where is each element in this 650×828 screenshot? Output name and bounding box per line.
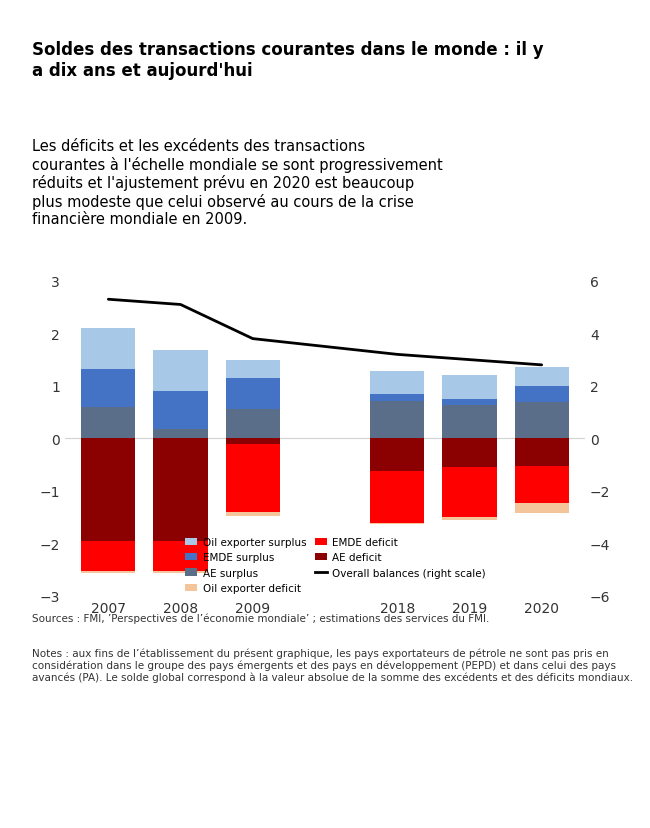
Bar: [226, 360, 280, 378]
Bar: [226, 410, 280, 439]
Bar: [153, 392, 207, 430]
Bar: [226, 513, 280, 516]
Bar: [153, 542, 207, 571]
Text: Sources : FMI, ’Perspectives de l’économie mondiale’ ; estimations des services : Sources : FMI, ’Perspectives de l’économ…: [32, 613, 490, 623]
Bar: [443, 399, 497, 406]
Bar: [81, 407, 135, 439]
Bar: [370, 524, 424, 525]
Bar: [515, 368, 569, 387]
Text: FONDS MONÉTAIRE: FONDS MONÉTAIRE: [273, 750, 438, 766]
Bar: [515, 466, 569, 504]
Bar: [443, 518, 497, 520]
Legend: Oil exporter surplus, EMDE surplus, AE surplus, Oil exporter deficit, EMDE defic: Oil exporter surplus, EMDE surplus, AE s…: [181, 533, 490, 597]
Bar: [226, 378, 280, 410]
Bar: [153, 571, 207, 573]
Bar: [370, 439, 424, 471]
Bar: [226, 439, 280, 444]
Bar: [81, 439, 135, 542]
Text: Notes : aux fins de l’établissement du présent graphique, les pays exportateurs : Notes : aux fins de l’établissement du p…: [32, 647, 634, 682]
Bar: [226, 444, 280, 513]
Bar: [370, 395, 424, 401]
Bar: [515, 439, 569, 466]
Text: INTERNATIONAL: INTERNATIONAL: [273, 786, 411, 801]
Bar: [370, 471, 424, 524]
Bar: [515, 402, 569, 439]
Bar: [153, 430, 207, 439]
Bar: [515, 504, 569, 513]
Bar: [443, 406, 497, 439]
Bar: [443, 468, 497, 518]
Text: Les déficits et les excédents des transactions
courantes à l'échelle mondiale se: Les déficits et les excédents des transa…: [32, 139, 443, 227]
Bar: [153, 351, 207, 392]
Bar: [81, 329, 135, 369]
Bar: [370, 401, 424, 439]
Bar: [443, 439, 497, 468]
Bar: [81, 571, 135, 573]
Bar: [81, 542, 135, 571]
Bar: [515, 387, 569, 402]
Bar: [153, 439, 207, 542]
Text: Soldes des transactions courantes dans le monde : il y
a dix ans et aujourd'hui: Soldes des transactions courantes dans l…: [32, 41, 544, 80]
Bar: [81, 369, 135, 407]
Bar: [443, 376, 497, 399]
Bar: [370, 371, 424, 395]
Circle shape: [169, 761, 325, 787]
